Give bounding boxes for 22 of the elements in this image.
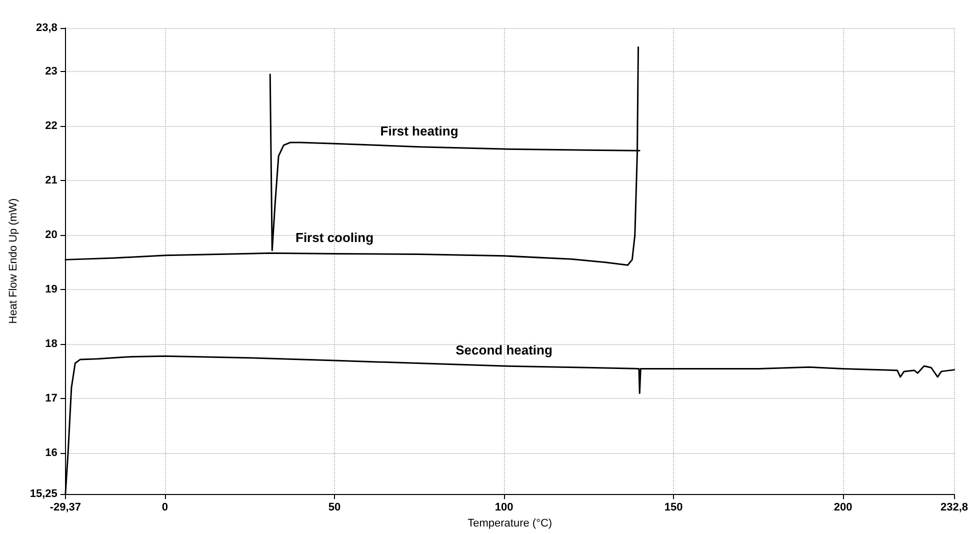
x-tick-label: 200 bbox=[834, 502, 852, 514]
y-tick-label: 18 bbox=[45, 338, 58, 350]
series-label: First heating bbox=[380, 123, 458, 138]
x-tick-label: 50 bbox=[328, 502, 341, 514]
y-tick-label: 20 bbox=[45, 229, 58, 242]
x-axis-title: Temperature (°C) bbox=[468, 518, 552, 530]
x-tick-label: 100 bbox=[494, 502, 514, 514]
y-tick-label: 23,8 bbox=[36, 22, 58, 34]
x-tick-label: -29,37 bbox=[50, 502, 82, 514]
y-tick-label: 15,25 bbox=[30, 488, 58, 500]
series-label: Second heating bbox=[456, 342, 552, 358]
y-tick-label: 22 bbox=[45, 120, 58, 132]
y-tick-label: 17 bbox=[45, 392, 58, 405]
x-tick-label: 0 bbox=[162, 502, 168, 514]
x-tick-label: 232,8 bbox=[940, 502, 968, 514]
x-tick-label: 150 bbox=[664, 502, 683, 514]
series-label: First cooling bbox=[296, 230, 374, 246]
y-tick-label: 16 bbox=[45, 447, 58, 460]
y-tick-label: 23 bbox=[45, 66, 58, 78]
y-tick-label: 19 bbox=[45, 284, 58, 296]
y-tick-label: 21 bbox=[45, 174, 58, 187]
y-axis-title: Heat Flow Endo Up (mW) bbox=[8, 198, 20, 324]
